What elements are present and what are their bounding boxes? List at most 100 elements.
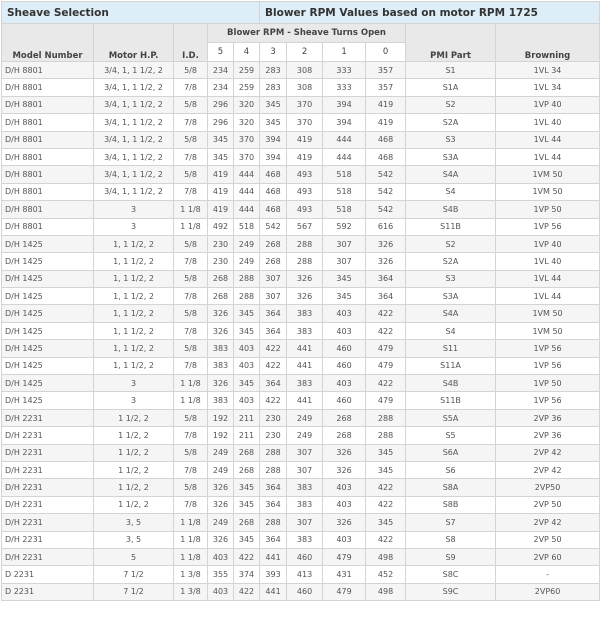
cell-pmi-part: S6	[405, 460, 497, 480]
cell-rpm-0: 364	[365, 269, 407, 289]
cell-pmi-part: S8C	[405, 565, 497, 584]
cell-pmi-part: S1	[405, 60, 497, 80]
cell-rpm-5: 296	[207, 113, 234, 132]
cell-motor-hp: 1, 1 1/2, 2	[93, 287, 174, 306]
cell-id: 7/8	[173, 495, 208, 515]
cell-rpm-1: 431	[322, 565, 367, 584]
cell-rpm-2: 370	[286, 113, 324, 132]
cell-rpm-1: 403	[322, 495, 367, 515]
table-row: D/H 8801 3/4, 1, 1 1/2, 2 7/8 419 444 468 493 5…	[1, 182, 600, 202]
cell-rpm-4: 249	[232, 252, 261, 271]
cell-id: 7/8	[173, 287, 208, 306]
cell-rpm-0: 422	[365, 374, 407, 393]
header-turns: 3	[259, 42, 288, 62]
cell-rpm-0: 468	[365, 130, 407, 149]
table-row: D/H 1425 1, 1 1/2, 2 7/8 383 403 422 441 460 479…	[1, 356, 600, 376]
cell-model-number: D/H 1425	[1, 234, 94, 254]
cell-rpm-1: 403	[322, 374, 367, 393]
cell-pmi-part: S9C	[405, 582, 497, 602]
cell-model-number: D/H 1425	[1, 374, 94, 393]
table-row: D/H 1425 1, 1 1/2, 2 7/8 230 249 268 288 307 326…	[1, 252, 600, 271]
cell-rpm-4: 320	[232, 95, 261, 115]
cell-model-number: D/H 1425	[1, 391, 94, 410]
cell-browning: 1VL 44	[495, 147, 600, 167]
cell-id: 1 1/8	[173, 547, 208, 567]
cell-pmi-part: S11	[405, 339, 497, 358]
cell-rpm-2: 370	[286, 95, 324, 115]
cell-id: 5/8	[173, 130, 208, 149]
cell-rpm-4: 374	[232, 565, 261, 584]
cell-rpm-2: 419	[286, 130, 324, 149]
cell-motor-hp: 3/4, 1, 1 1/2, 2	[93, 182, 174, 202]
cell-rpm-4: 345	[232, 478, 261, 497]
sheave-selection-table: Sheave Selection Blower RPM Values based…	[0, 1, 600, 602]
cell-pmi-part: S8B	[405, 495, 497, 515]
cell-motor-hp: 1 1/2, 2	[93, 408, 174, 428]
cell-motor-hp: 3	[93, 200, 174, 219]
cell-rpm-2: 383	[286, 321, 324, 341]
cell-rpm-1: 345	[322, 287, 367, 306]
cell-pmi-part: S2A	[405, 252, 497, 271]
cell-rpm-2: 326	[286, 287, 324, 306]
cell-model-number: D/H 8801	[1, 165, 94, 184]
cell-rpm-5: 230	[207, 234, 234, 254]
cell-model-number: D/H 8801	[1, 147, 94, 167]
cell-rpm-1: 518	[322, 165, 367, 184]
cell-pmi-part: S4A	[405, 304, 497, 323]
cell-model-number: D/H 2231	[1, 460, 94, 480]
cell-rpm-0: 616	[365, 217, 407, 236]
cell-pmi-part: S8A	[405, 478, 497, 497]
cell-browning: 1VP 40	[495, 95, 600, 115]
cell-rpm-5: 355	[207, 565, 234, 584]
cell-id: 5/8	[173, 269, 208, 289]
table-row: D/H 8801 3/4, 1, 1 1/2, 2 7/8 345 370 394 419 4…	[1, 147, 600, 167]
cell-motor-hp: 7 1/2	[93, 565, 174, 584]
cell-rpm-4: 403	[232, 339, 261, 358]
cell-rpm-4: 268	[232, 460, 261, 480]
cell-id: 1 1/8	[173, 200, 208, 219]
header-turns: 1	[322, 42, 367, 62]
cell-rpm-1: 403	[322, 321, 367, 341]
table-row: D/H 1425 1, 1 1/2, 2 7/8 326 345 364 383 403 422…	[1, 321, 600, 341]
cell-rpm-4: 370	[232, 147, 261, 167]
cell-rpm-4: 345	[232, 495, 261, 515]
cell-rpm-1: 444	[322, 147, 367, 167]
cell-rpm-0: 326	[365, 252, 407, 271]
cell-motor-hp: 3, 5	[93, 530, 174, 549]
cell-motor-hp: 3	[93, 391, 174, 410]
cell-pmi-part: S3	[405, 130, 497, 149]
cell-motor-hp: 1 1/2, 2	[93, 426, 174, 445]
header-turns: 5	[207, 42, 234, 62]
cell-rpm-1: 479	[322, 547, 367, 567]
cell-model-number: D/H 1425	[1, 269, 94, 289]
cell-pmi-part: S1A	[405, 78, 497, 97]
cell-rpm-1: 444	[322, 130, 367, 149]
cell-rpm-5: 249	[207, 513, 234, 532]
cell-rpm-5: 230	[207, 252, 234, 271]
cell-rpm-4: 345	[232, 374, 261, 393]
cell-id: 5/8	[173, 478, 208, 497]
header-motor-hp: Motor H.P.	[93, 23, 174, 62]
cell-rpm-2: 383	[286, 478, 324, 497]
cell-pmi-part: S11B	[405, 391, 497, 410]
cell-rpm-2: 383	[286, 304, 324, 323]
cell-browning: 2VP 36	[495, 408, 600, 428]
header-turns: 0	[365, 42, 407, 62]
cell-rpm-0: 288	[365, 408, 407, 428]
table-row: D/H 2231 1 1/2, 2 5/8 326 345 364 383 403 422 S8A…	[1, 478, 600, 497]
cell-rpm-0: 542	[365, 165, 407, 184]
cell-browning: 1VP 50	[495, 200, 600, 219]
cell-motor-hp: 1, 1 1/2, 2	[93, 339, 174, 358]
cell-rpm-0: 498	[365, 547, 407, 567]
cell-rpm-2: 460	[286, 547, 324, 567]
cell-model-number: D/H 1425	[1, 356, 94, 376]
cell-rpm-2: 307	[286, 443, 324, 462]
cell-browning: 1VP 56	[495, 217, 600, 236]
cell-rpm-4: 345	[232, 321, 261, 341]
cell-model-number: D/H 2231	[1, 513, 94, 532]
cell-rpm-5: 326	[207, 530, 234, 549]
cell-model-number: D 2231	[1, 565, 94, 584]
cell-rpm-1: 307	[322, 252, 367, 271]
cell-rpm-0: 468	[365, 147, 407, 167]
cell-browning: 1VL 40	[495, 252, 600, 271]
